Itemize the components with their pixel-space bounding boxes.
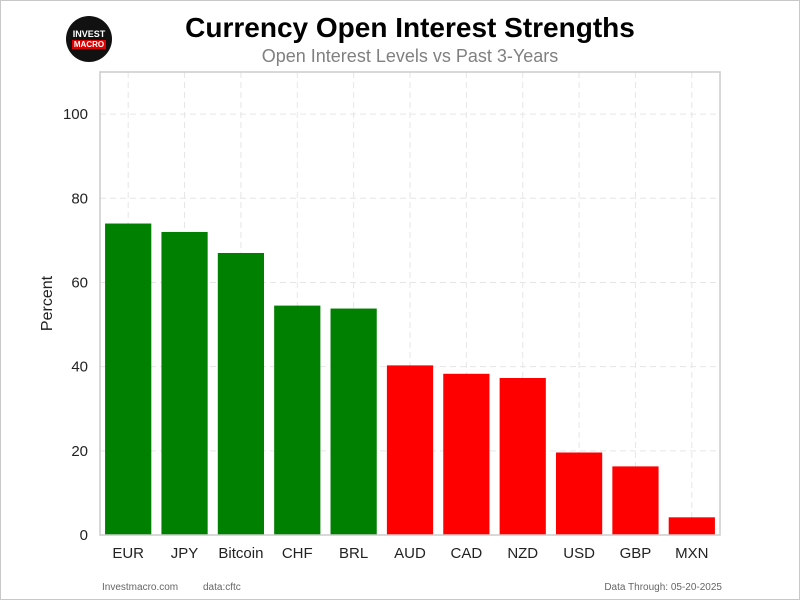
y-tick-label-0: 0 (80, 527, 88, 544)
y-tick-label-80: 80 (71, 190, 88, 207)
footer-data-through: Data Through: 05-20-2025 (604, 582, 722, 593)
x-tick-label-aud: AUD (394, 545, 426, 562)
bar-brl (330, 308, 377, 535)
x-tick-label-brl: BRL (339, 545, 368, 562)
footer-site: Investmacro.com (102, 582, 179, 593)
y-axis-label: Percent (39, 275, 56, 331)
x-tick-label-nzd: NZD (507, 545, 538, 562)
bar-cad (443, 373, 490, 535)
x-tick-label-gbp: GBP (620, 545, 652, 562)
chart-subtitle: Open Interest Levels vs Past 3-Years (261, 46, 559, 66)
plot-border (99, 71, 721, 536)
bar-chf (274, 305, 321, 535)
investmacro-logo: INVEST MACRO (66, 16, 112, 62)
y-tick-label-60: 60 (71, 274, 88, 291)
y-tick-label-100: 100 (63, 106, 88, 123)
x-tick-label-bitcoin: Bitcoin (218, 545, 263, 562)
bar-aud (386, 365, 434, 535)
bar-bitcoin (217, 252, 265, 535)
x-tick-label-chf: CHF (282, 545, 313, 562)
x-tick-label-eur: EUR (112, 545, 144, 562)
bar-gbp (612, 466, 659, 535)
logo-text-macro: MACRO (71, 40, 107, 49)
bar-mxn (668, 517, 715, 535)
bar-eur (105, 223, 152, 535)
logo-text-invest: INVEST (72, 29, 106, 39)
x-tick-label-cad: CAD (451, 545, 483, 562)
x-tick-label-mxn: MXN (675, 545, 708, 562)
bar-nzd (499, 378, 546, 535)
bar-usd (555, 452, 603, 535)
bar-jpy (161, 231, 208, 536)
x-tick-label-jpy: JPY (171, 545, 199, 562)
y-tick-label-20: 20 (71, 443, 88, 460)
footer-source: data:cftc (203, 582, 241, 593)
x-tick-label-usd: USD (563, 545, 595, 562)
y-tick-label-40: 40 (71, 359, 88, 376)
chart-title: Currency Open Interest Strengths (185, 12, 635, 43)
